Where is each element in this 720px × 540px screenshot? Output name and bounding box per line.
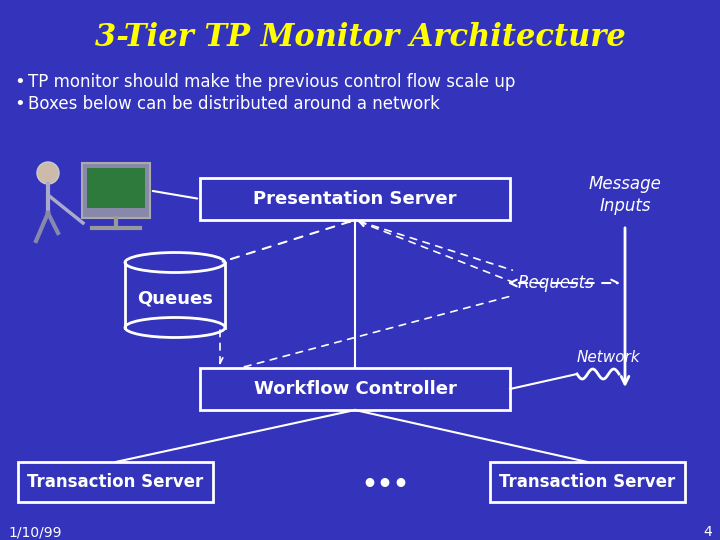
Text: 1/10/99: 1/10/99 — [8, 525, 61, 539]
Text: TP monitor should make the previous control flow scale up: TP monitor should make the previous cont… — [28, 73, 516, 91]
FancyBboxPatch shape — [200, 368, 510, 410]
Circle shape — [37, 162, 59, 184]
Text: •: • — [14, 73, 24, 91]
Text: Workflow Controller: Workflow Controller — [253, 380, 456, 398]
Bar — [87, 168, 145, 208]
Text: •: • — [14, 95, 24, 113]
Text: Message
Inputs: Message Inputs — [588, 175, 662, 215]
FancyBboxPatch shape — [490, 462, 685, 502]
Text: Network: Network — [577, 350, 641, 366]
Ellipse shape — [125, 318, 225, 338]
Text: Presentation Server: Presentation Server — [253, 190, 456, 208]
Text: 3-Tier TP Monitor Architecture: 3-Tier TP Monitor Architecture — [94, 23, 626, 53]
Text: Requests: Requests — [518, 274, 595, 292]
Text: Boxes below can be distributed around a network: Boxes below can be distributed around a … — [28, 95, 440, 113]
Text: •••: ••• — [361, 472, 409, 496]
Text: Transaction Server: Transaction Server — [500, 473, 675, 491]
Ellipse shape — [125, 253, 225, 273]
Bar — [82, 163, 150, 218]
FancyBboxPatch shape — [200, 178, 510, 220]
Text: Queues: Queues — [137, 289, 213, 307]
Text: 4: 4 — [703, 525, 712, 539]
FancyBboxPatch shape — [18, 462, 213, 502]
Bar — [125, 262, 225, 327]
Text: Transaction Server: Transaction Server — [27, 473, 204, 491]
